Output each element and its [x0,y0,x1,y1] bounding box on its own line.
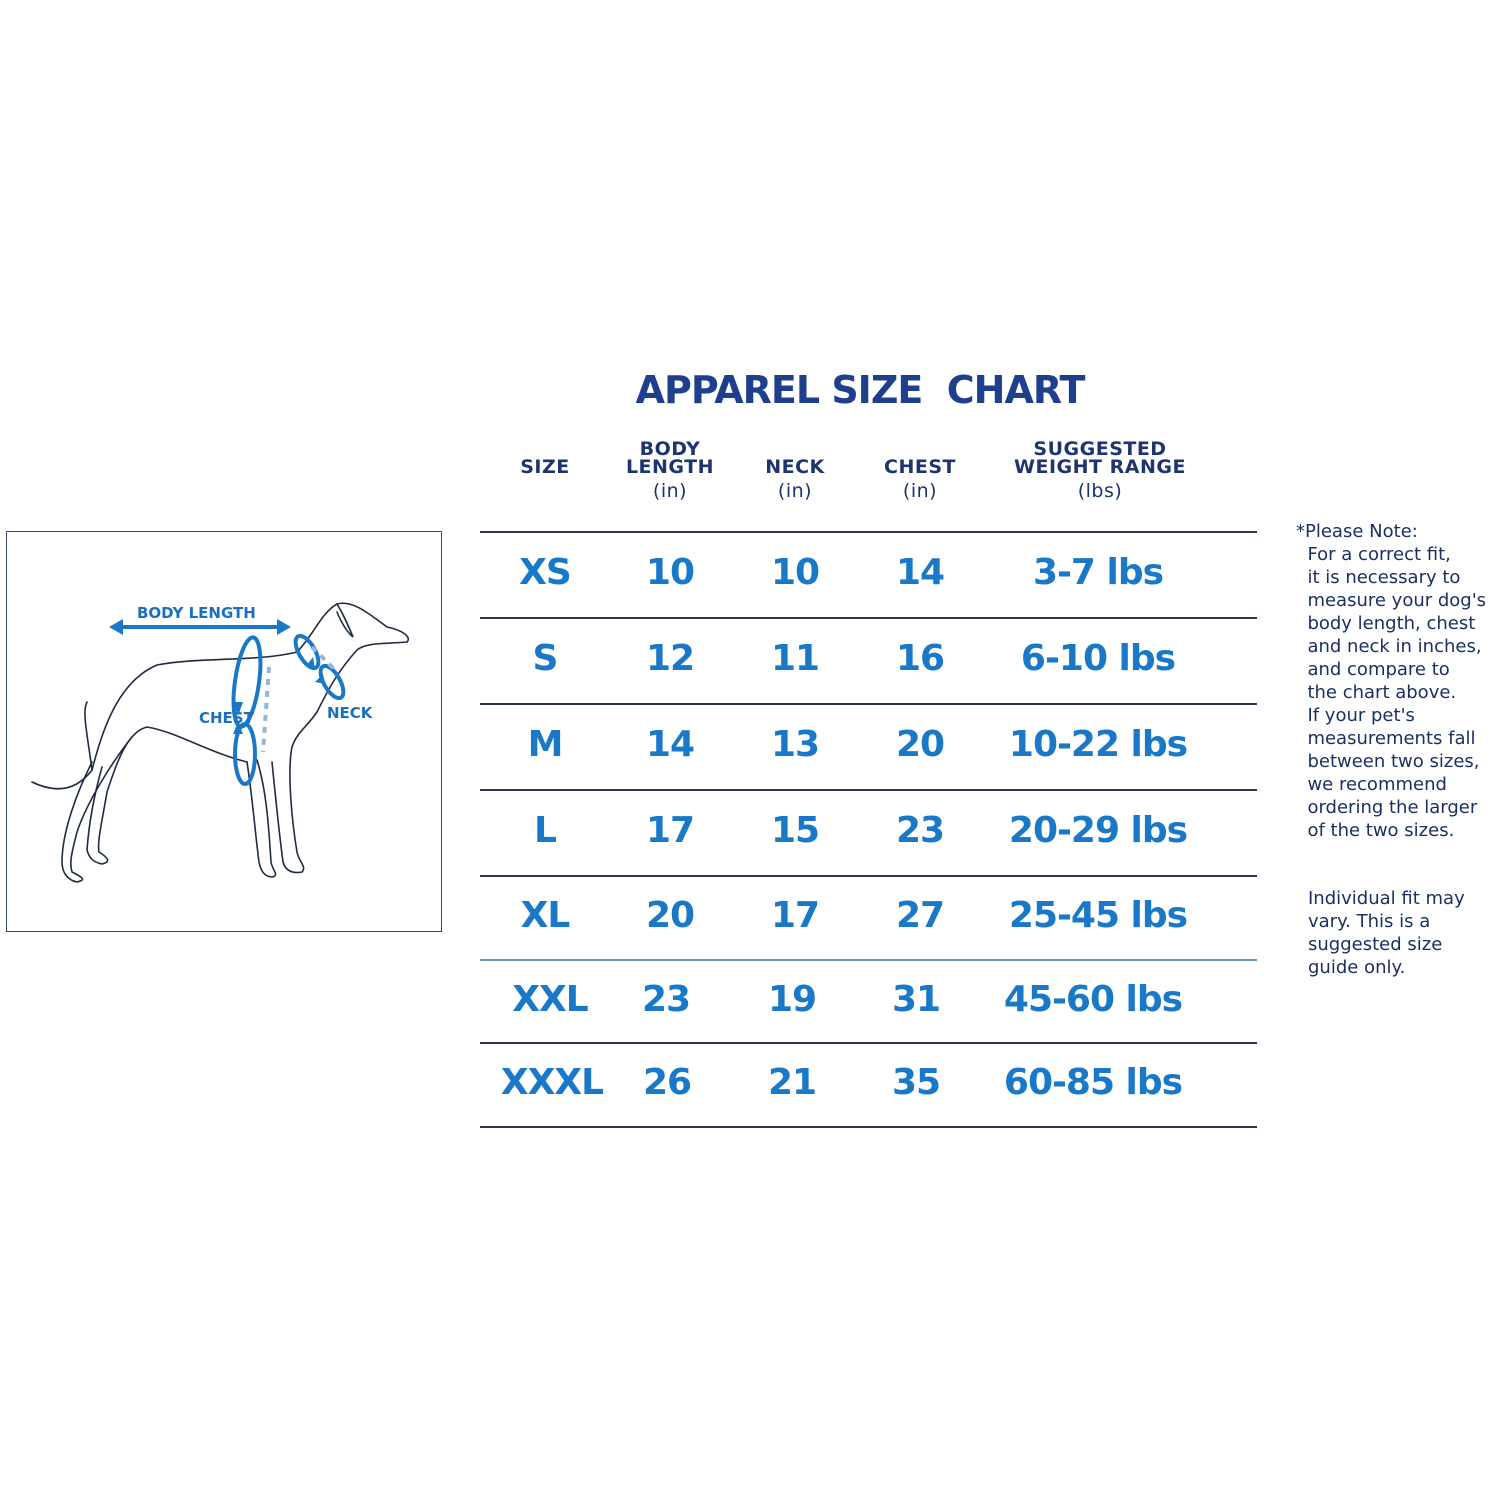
header-line1: SUGGESTED [1033,438,1167,460]
value-cell: 16 [895,638,945,679]
value-cell: 45-60 lbs [1003,978,1183,1020]
header-unit: (lbs) [1077,480,1123,502]
value-cell: 17 [645,810,695,851]
row-divider [480,703,1257,705]
column-header: NECK (in) [735,440,855,502]
value-cell: 17 [770,895,820,936]
disclaimer-line: Individual fit may [1308,888,1465,909]
disclaimer-line: guide only. [1308,957,1406,978]
note-line: measure your dog's [1296,590,1487,611]
value-cell: 35 [891,1062,941,1103]
row-divider [480,1126,1257,1128]
value-cell: 26 [642,1062,692,1103]
disclaimer-line: suggested size [1308,934,1443,955]
value-cell: 14 [895,552,945,593]
value-cell: 10 [770,552,820,593]
note-line: and compare to [1296,659,1450,680]
size-cell: XXL [512,978,588,1020]
note-line: For a correct fit, [1296,544,1451,565]
header-unit: (in) [777,480,813,502]
column-header: SUGGESTED WEIGHT RANGE (lbs) [970,438,1230,502]
header-line2: WEIGHT RANGE [1014,456,1186,478]
value-cell: 20-29 lbs [1008,810,1188,851]
row-divider [480,959,1257,961]
size-cell: XL [520,895,571,936]
please-note: *Please Note: For a correct fit, it is n… [1296,520,1486,842]
value-cell: 6-10 lbs [1020,638,1176,679]
note-line: measurements fall [1296,728,1476,749]
value-cell: 20 [645,895,695,936]
note-line: *Please Note: [1296,521,1418,542]
row-divider [480,875,1257,877]
header-unit: (in) [902,480,938,502]
column-header: BODY LENGTH (in) [600,438,740,502]
header-line1: BODY [639,438,701,460]
note-line: we recommend [1296,774,1447,795]
value-cell: 11 [770,638,820,679]
value-cell: 14 [645,724,695,765]
value-cell: 60-85 lbs [1003,1062,1183,1103]
row-divider [480,617,1257,619]
value-cell: 13 [770,724,820,765]
dog-illustration: BODY LENGTH CHEST NECK [31,602,409,883]
size-cell: XS [519,552,572,593]
header-line2: NECK [765,456,825,478]
value-cell: 27 [895,895,945,936]
column-header: SIZE [475,440,615,482]
size-cell: S [532,638,559,679]
chest-label: CHEST [199,709,255,727]
value-cell: 19 [767,978,817,1020]
row-divider [480,789,1257,791]
value-cell: 12 [645,638,695,679]
size-cell: L [534,810,557,851]
value-cell: 3-7 lbs [1032,552,1164,593]
dog-measurement-diagram: BODY LENGTH CHEST NECK [6,531,442,932]
note-line: ordering the larger [1296,797,1478,818]
body-length-label: BODY LENGTH [137,604,256,622]
neck-label: NECK [327,704,374,722]
value-cell: 10-22 lbs [1008,724,1188,765]
page-title: APPAREL SIZE CHART [635,368,1086,412]
note-line: and neck in inches, [1296,636,1482,657]
header-line2: CHEST [884,456,956,478]
header-line2: SIZE [520,456,570,478]
header-line2: LENGTH [625,456,715,478]
size-cell: M [527,724,564,765]
row-divider [480,531,1257,533]
value-cell: 10 [645,552,695,593]
header-unit: (in) [652,480,688,502]
note-line: of the two sizes. [1296,820,1455,841]
row-divider [480,1042,1257,1044]
fit-disclaimer: Individual fit may vary. This is a suggest… [1308,887,1465,979]
value-cell: 20 [895,724,945,765]
value-cell: 31 [891,978,941,1020]
note-line: the chart above. [1296,682,1457,703]
note-line: body length, chest [1296,613,1476,634]
note-line: If your pet's [1296,705,1415,726]
note-line: between two sizes, [1296,751,1480,772]
size-cell: XXXL [500,1062,604,1103]
note-line: it is necessary to [1296,567,1461,588]
disclaimer-line: vary. This is a [1308,911,1431,932]
value-cell: 15 [770,810,820,851]
value-cell: 23 [895,810,945,851]
value-cell: 25-45 lbs [1008,895,1188,936]
column-header: CHEST (in) [860,440,980,502]
value-cell: 21 [767,1062,817,1103]
value-cell: 23 [641,978,691,1020]
